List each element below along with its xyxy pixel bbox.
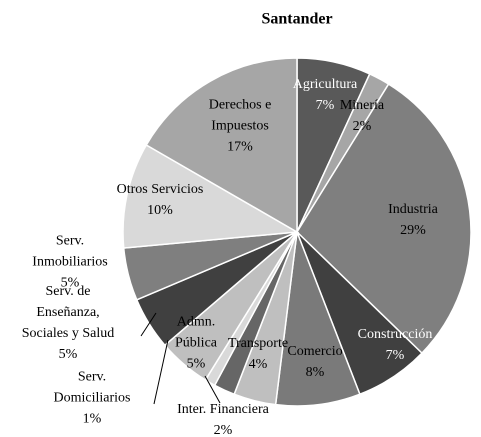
category-name: Admn. Pública bbox=[175, 314, 217, 351]
slice-label: Agricultura 7% bbox=[280, 74, 370, 116]
pie-slice bbox=[145, 57, 298, 234]
slice-label: Admn. Pública 5% bbox=[171, 312, 221, 375]
slice-label: Otros Servicios 10% bbox=[100, 179, 220, 221]
slice-label: Serv. Inmobiliarios 5% bbox=[20, 231, 120, 294]
category-name: Agricultura bbox=[292, 77, 358, 92]
slice-label: Comercio 8% bbox=[280, 341, 350, 383]
category-name: Comercio bbox=[287, 344, 343, 359]
slice-label: Construcción 7% bbox=[340, 324, 450, 366]
chart-title: Santander bbox=[261, 11, 332, 28]
value-label: 5% bbox=[58, 347, 78, 362]
value-label: 5% bbox=[60, 275, 80, 291]
value-label: 1% bbox=[82, 411, 102, 427]
value-label: 7% bbox=[385, 348, 405, 363]
slice-label: Derechos e Impuestos 17% bbox=[190, 95, 290, 158]
slice-label: Industria 29% bbox=[373, 199, 453, 241]
category-name: Transporte bbox=[227, 336, 289, 351]
slice-label: Transporte 4% bbox=[218, 333, 298, 375]
pie-slice bbox=[122, 143, 300, 249]
value-label: 2% bbox=[352, 119, 372, 134]
value-label: 29% bbox=[400, 223, 426, 238]
leader-line bbox=[140, 312, 157, 337]
value-label: 7% bbox=[315, 98, 335, 113]
category-name: Construcción bbox=[357, 327, 433, 342]
slice-label: Serv. de Enseñanza, Sociales y Salud 5% bbox=[13, 281, 123, 365]
category-name: Serv. de Enseñanza, Sociales y Salud bbox=[21, 284, 115, 341]
value-label: 8% bbox=[305, 365, 325, 380]
value-label: 4% bbox=[248, 357, 268, 372]
slice-label: Serv. Domiciliarios 1% bbox=[42, 367, 142, 430]
category-name: Inter. Financiera bbox=[177, 402, 269, 417]
value-label: 2% bbox=[213, 423, 233, 437]
category-name: Derechos e Impuestos bbox=[208, 97, 272, 134]
category-name: Serv. Domiciliarios bbox=[53, 369, 131, 406]
leader-line bbox=[204, 375, 221, 404]
category-name: Serv. Inmobiliarios bbox=[32, 233, 108, 270]
category-name: Otros Servicios bbox=[116, 182, 204, 197]
value-label: 5% bbox=[186, 356, 206, 372]
pie-slice bbox=[296, 83, 472, 355]
slice-label: Inter. Financiera 2% bbox=[148, 399, 298, 437]
value-label: 10% bbox=[147, 203, 173, 218]
category-name: Minería bbox=[339, 98, 385, 113]
category-name: Industria bbox=[388, 202, 438, 217]
slice-label: Minería 2% bbox=[332, 95, 392, 137]
value-label: 17% bbox=[227, 139, 253, 155]
leader-line bbox=[153, 339, 169, 405]
